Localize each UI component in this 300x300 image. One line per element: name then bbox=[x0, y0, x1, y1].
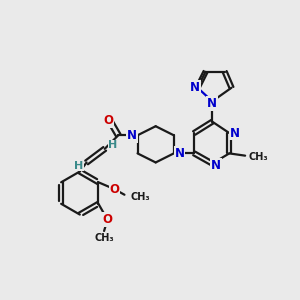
Text: O: O bbox=[103, 213, 112, 226]
Text: N: N bbox=[174, 147, 184, 160]
Text: CH₃: CH₃ bbox=[130, 192, 150, 202]
Text: H: H bbox=[74, 161, 83, 171]
Text: N: N bbox=[230, 127, 240, 140]
Text: O: O bbox=[109, 183, 119, 196]
Text: N: N bbox=[207, 97, 217, 110]
Text: N: N bbox=[190, 81, 200, 94]
Text: CH₃: CH₃ bbox=[248, 152, 268, 162]
Text: H: H bbox=[108, 140, 117, 151]
Text: N: N bbox=[211, 159, 221, 172]
Text: CH₃: CH₃ bbox=[94, 233, 114, 243]
Text: N: N bbox=[207, 97, 217, 110]
Text: N: N bbox=[127, 129, 137, 142]
Text: O: O bbox=[103, 114, 113, 127]
